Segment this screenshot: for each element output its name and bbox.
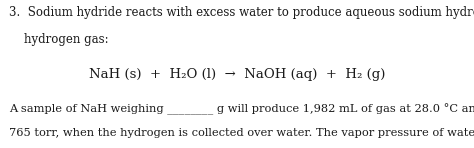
Text: hydrogen gas:: hydrogen gas:	[9, 33, 109, 46]
Text: 3.  Sodium hydride reacts with excess water to produce aqueous sodium hydroxide : 3. Sodium hydride reacts with excess wat…	[9, 6, 474, 19]
Text: 765 torr, when the hydrogen is collected over water. The vapor pressure of water: 765 torr, when the hydrogen is collected…	[9, 128, 474, 138]
Text: A sample of NaH weighing ________ g will produce 1,982 mL of gas at 28.0 °C and: A sample of NaH weighing ________ g will…	[9, 103, 474, 115]
Text: NaH (s)  +  H₂O (l)  →  NaOH (aq)  +  H₂ (g): NaH (s) + H₂O (l) → NaOH (aq) + H₂ (g)	[89, 68, 385, 81]
